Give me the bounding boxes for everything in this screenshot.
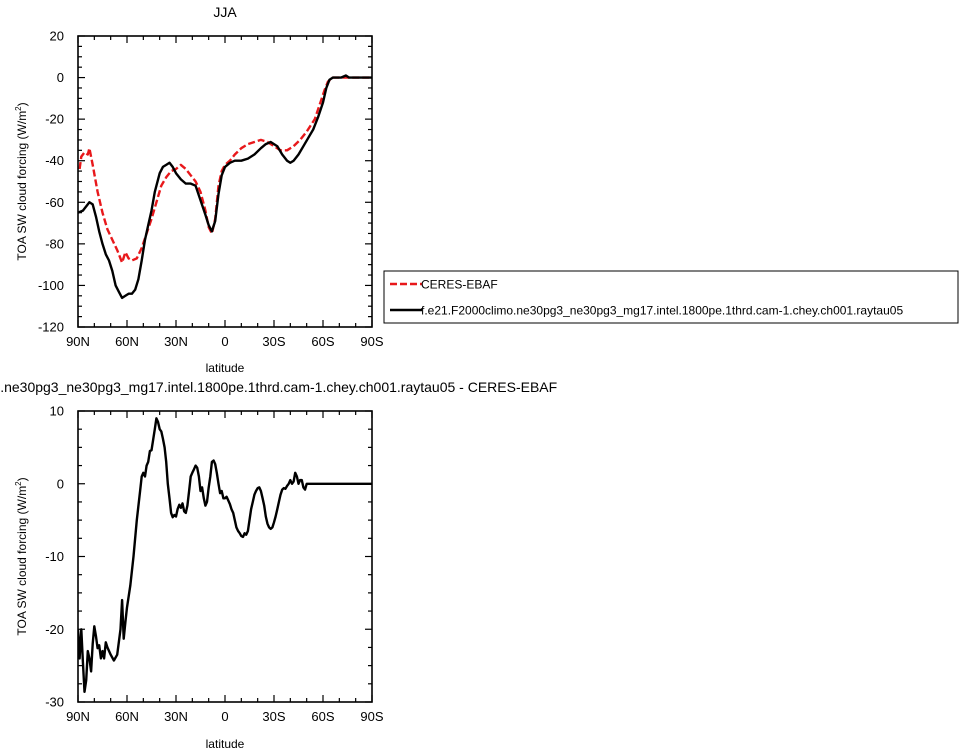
plot-frame [77, 410, 373, 703]
x-tick-label: 0 [221, 334, 228, 349]
y-tick-label: -30 [45, 695, 64, 710]
y-tick-label: 0 [57, 70, 64, 85]
x-tick-label: 90N [66, 709, 90, 724]
y-tick-label: -60 [45, 195, 64, 210]
series-line-2 [78, 74, 372, 300]
x-tick-label: 30S [262, 709, 285, 724]
x-tick-label: 30N [164, 709, 188, 724]
chart-2: f.e21.F2000climo.ne30pg3_ne30pg3_mg17.in… [0, 379, 557, 751]
x-tick-label: 90S [360, 709, 383, 724]
chart-title: f.e21.F2000climo.ne30pg3_ne30pg3_mg17.in… [0, 379, 557, 395]
legend-label: f.e21.F2000climo.ne30pg3_ne30pg3_mg17.in… [421, 304, 903, 318]
plot-frame [77, 35, 373, 328]
x-tick-label: 90N [66, 334, 90, 349]
x-tick-label: 0 [221, 709, 228, 724]
y-tick-label: 0 [57, 476, 64, 491]
y-tick-label: -120 [38, 320, 64, 335]
y-tick-label: -80 [45, 236, 64, 251]
x-tick-label: 30S [262, 334, 285, 349]
legend-label: CERES-EBAF [421, 278, 498, 292]
x-tick-label: 60S [311, 334, 334, 349]
y-tick-label: 10 [50, 404, 64, 419]
y-axis-label: TOA SW cloud forcing (W/m2) [14, 102, 29, 260]
y-tick-label: -100 [38, 278, 64, 293]
chart-1: JJA 90N 60N 30N 0 30S 60S 90S 20 0 -20 -40 -60 -80 -10… [14, 4, 959, 375]
chart-title: JJA [213, 4, 237, 20]
y-tick-label: 20 [50, 29, 64, 44]
x-axis-label: latitude [206, 361, 245, 375]
y-tick-label: -20 [45, 112, 64, 127]
legend-box [383, 270, 959, 324]
x-axis-label: latitude [206, 737, 245, 751]
x-tick-label: 60S [311, 709, 334, 724]
series-line-1 [78, 417, 372, 693]
series-line-1 [78, 76, 372, 264]
y-axis-label: TOA SW cloud forcing (W/m2) [14, 477, 29, 635]
x-tick-label: 60N [115, 334, 139, 349]
y-tick-label: -10 [45, 549, 64, 564]
y-tick-label: -40 [45, 153, 64, 168]
x-tick-label: 30N [164, 334, 188, 349]
legend: CERES-EBAF f.e21.F2000climo.ne30pg3_ne30p… [383, 270, 959, 324]
x-tick-label: 90S [360, 334, 383, 349]
x-tick-label: 60N [115, 709, 139, 724]
y-tick-label: -20 [45, 622, 64, 637]
